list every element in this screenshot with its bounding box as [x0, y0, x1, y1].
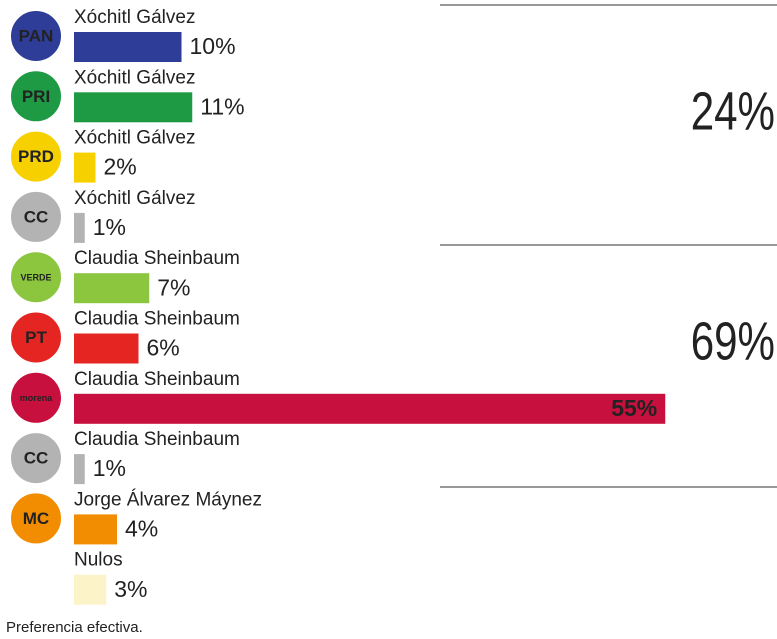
note: Preferencia efectiva. — [6, 619, 143, 636]
value-label: 2% — [104, 154, 137, 180]
party-logo-text: VERDE — [20, 273, 51, 283]
party-logo — [9, 431, 63, 486]
value-label: 55% — [611, 395, 657, 421]
value-label: 1% — [93, 455, 126, 481]
bar — [74, 273, 150, 304]
party-logo — [9, 129, 63, 184]
value-label: 3% — [114, 576, 147, 602]
party-logo-text: PT — [25, 328, 47, 347]
party-logo — [9, 370, 63, 425]
bar — [74, 92, 193, 123]
party-logo-text: PRD — [18, 147, 54, 166]
party-logo — [9, 310, 63, 365]
bar — [74, 574, 107, 605]
party-logo-text: CC — [24, 207, 49, 226]
candidate-name: Claudia Sheinbaum — [74, 309, 240, 330]
value-label: 6% — [147, 335, 180, 361]
party-logo-text: PAN — [19, 26, 54, 45]
candidate-name: Jorge Álvarez Máynez — [74, 489, 262, 510]
bar — [74, 454, 85, 485]
party-logo — [9, 189, 63, 244]
party-logo-text: morena — [20, 393, 54, 403]
bar — [74, 514, 117, 545]
candidate-name: Xóchitl Gálvez — [74, 67, 195, 88]
party-logo — [9, 69, 63, 124]
candidate-name: Claudia Sheinbaum — [74, 369, 240, 390]
candidate-name: Claudia Sheinbaum — [74, 429, 240, 450]
value-label: 11% — [200, 93, 244, 119]
candidate-name: Xóchitl Gálvez — [74, 188, 195, 209]
value-label: 4% — [125, 515, 158, 541]
bar — [74, 393, 666, 424]
total-label: 69% — [691, 311, 775, 371]
bar — [74, 152, 96, 183]
bar — [74, 32, 182, 62]
value-label: 1% — [93, 214, 126, 240]
bar — [74, 212, 85, 243]
party-logo — [9, 491, 63, 546]
candidate-name: Xóchitl Gálvez — [74, 128, 195, 149]
party-logo-text: PRI — [22, 87, 50, 106]
candidate-name: Xóchitl Gálvez — [74, 7, 195, 28]
party-logo-text: MC — [23, 509, 49, 528]
value-label: 7% — [157, 274, 190, 300]
bar — [74, 333, 139, 364]
candidate-name: Claudia Sheinbaum — [74, 248, 240, 269]
value-label: 10% — [190, 33, 236, 59]
party-logo-text: CC — [24, 449, 49, 468]
candidate-name: Nulos — [74, 550, 123, 571]
party-logo — [9, 250, 63, 305]
party-logo — [9, 9, 63, 63]
total-label: 24% — [691, 81, 775, 141]
